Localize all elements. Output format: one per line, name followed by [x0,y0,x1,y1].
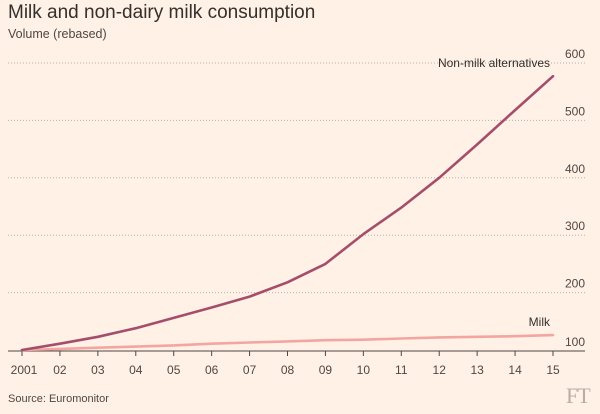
y-tick-label: 200 [565,277,585,291]
x-tick-label: 05 [167,363,181,377]
series-labels: Non-milk alternatives Milk [438,56,551,329]
x-tick-label: 07 [243,363,257,377]
x-tick-label: 04 [129,363,143,377]
x-tick-label: 03 [91,363,105,377]
series-label-milk: Milk [529,315,551,329]
x-tick-label: 14 [508,363,522,377]
x-tick-label: 06 [205,363,219,377]
x-tick-label: 11 [395,363,408,377]
x-tick-label: 12 [433,363,447,377]
y-tick-label: 100 [565,335,585,349]
y-axis-ticks: 100 200 300 400 500 600 [565,47,585,349]
x-tick-label: 10 [357,363,371,377]
series-line-non-milk-alternatives [20,74,555,352]
y-tick-label: 600 [565,47,585,61]
chart-title: Milk and non-dairy milk consumption [8,2,316,23]
x-tick-label: 13 [470,363,484,377]
source-note: Source: Euromonitor [8,393,109,405]
y-tick-label: 400 [565,162,585,176]
x-axis-ticks: 2001 02 03 04 05 06 07 08 09 10 11 12 13 14 15 [11,351,560,377]
ft-logo: FT [566,383,591,408]
x-tick-label: 15 [546,363,560,377]
x-tick-label: 08 [281,363,295,377]
series-lines [20,74,555,352]
gridlines [8,62,585,352]
y-tick-label: 300 [565,219,585,233]
x-tick-label: 02 [53,363,67,377]
x-tick-label: 2001 [11,363,38,377]
series-label-non-milk-alternatives: Non-milk alternatives [438,56,550,70]
chart-subtitle: Volume (rebased) [8,27,107,41]
series-line-milk [20,333,555,352]
x-tick-label: 09 [319,363,333,377]
y-tick-label: 500 [565,104,585,118]
